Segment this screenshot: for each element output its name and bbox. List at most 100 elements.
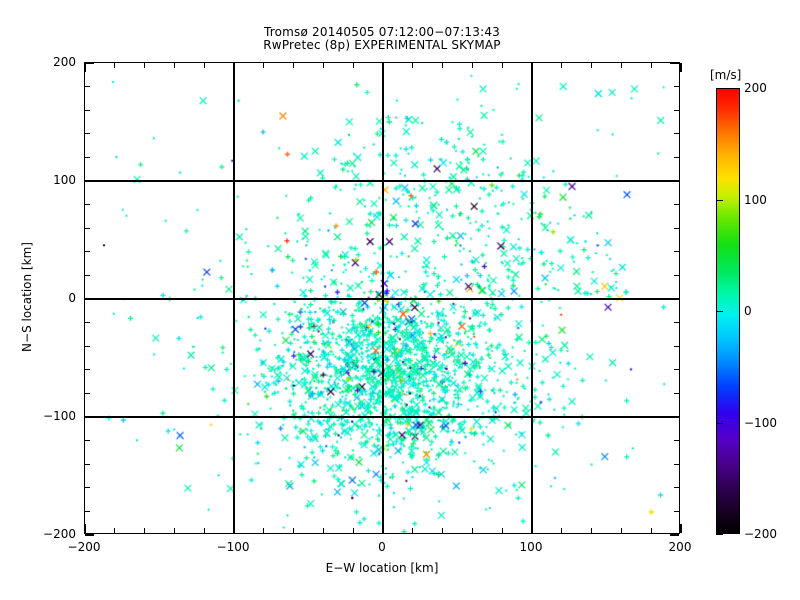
tick-mark-x [143,528,146,533]
tick-mark-x [114,63,116,68]
tick-mark-y [674,463,679,465]
tick-mark-y [85,274,90,277]
tick-mark-y [85,321,90,324]
x-axis-title: E−W location [km] [325,561,439,575]
tick-mark-y [85,180,94,182]
x-tick-label: 0 [378,540,386,554]
tick-mark-y [674,321,679,324]
tick-mark-y [674,345,679,347]
y-axis-title: N−S location [km] [20,242,34,352]
y-tick-label: 200 [53,55,76,69]
tick-mark-x [412,63,414,68]
tick-mark-x [84,63,86,72]
scatter-canvas [85,63,679,533]
x-tick-label: −200 [67,540,101,554]
y-tick-label: −200 [43,527,76,541]
tick-mark-x [114,528,116,533]
tick-mark-y [85,156,90,159]
tick-mark-x [233,63,235,72]
tick-mark-x [322,528,325,533]
colorbar-unit-label: [m/s] [710,68,742,82]
colorbar-tick-mark [716,199,723,201]
tick-mark-y [85,298,94,300]
x-tick-label: 200 [668,540,692,554]
tick-mark-x [382,63,384,72]
tick-mark-x [531,63,533,72]
tick-mark-y [674,274,679,277]
tick-mark-x [620,528,623,533]
tick-mark-x [590,528,593,533]
tick-mark-y [670,416,679,418]
tick-mark-y [674,392,679,395]
y-tick-label: 0 [68,291,76,305]
tick-mark-y [85,439,90,442]
tick-mark-x [352,528,354,533]
tick-mark-y [674,156,679,159]
tick-mark-y [670,180,679,182]
gridline-vertical [233,63,235,533]
tick-mark-x [501,528,503,533]
tick-mark-x [173,528,176,533]
tick-mark-y [85,62,94,64]
tick-mark-y [674,85,679,88]
tick-mark-y [674,369,679,371]
colorbar-tick-label: −200 [744,527,777,541]
plot-area [84,62,682,536]
tick-mark-x [650,528,652,533]
colorbar-tick-mark [716,422,723,424]
tick-mark-y [85,534,94,536]
tick-mark-x [471,528,474,533]
colorbar-tick-mark [716,534,723,536]
tick-mark-y [85,510,90,513]
tick-mark-y [670,62,679,64]
tick-mark-x [203,528,205,533]
tick-mark-x [501,63,503,68]
tick-mark-x [203,63,205,68]
tick-mark-x [531,524,533,533]
colorbar-tick-label: 200 [744,81,767,95]
tick-mark-y [670,298,679,300]
tick-mark-y [85,203,90,206]
tick-mark-y [85,85,90,88]
tick-mark-y [85,109,90,111]
y-tick-label: −100 [43,409,76,423]
tick-mark-x [233,524,235,533]
tick-mark-x [412,528,414,533]
tick-mark-y [85,369,90,371]
tick-mark-y [674,251,679,253]
gridline-vertical [382,63,384,533]
tick-mark-x [352,63,354,68]
tick-mark-x [620,63,623,68]
tick-mark-y [674,439,679,442]
tick-mark-x [590,63,593,68]
colorbar-tick-label: −100 [744,415,777,430]
gridline-vertical [531,63,533,533]
gridline-horizontal [85,180,679,182]
tick-mark-x [441,63,444,68]
tick-mark-y [85,345,90,347]
tick-mark-y [674,133,679,135]
tick-mark-x [143,63,146,68]
title-line-2: RwPretec (8p) EXPERIMENTAL SKYMAP [263,38,501,52]
tick-mark-x [292,63,295,68]
tick-mark-x [292,528,295,533]
colorbar-tick-mark [716,311,723,313]
tick-mark-x [680,63,682,72]
tick-mark-x [84,524,86,533]
tick-mark-x [561,63,563,68]
tick-mark-x [441,528,444,533]
tick-mark-y [674,227,679,229]
tick-mark-y [85,251,90,253]
tick-mark-x [680,524,682,533]
tick-mark-x [471,63,474,68]
tick-mark-y [85,416,94,418]
gridline-horizontal [85,298,679,300]
tick-mark-y [674,109,679,111]
tick-mark-y [674,203,679,206]
tick-mark-x [561,528,563,533]
colorbar-tick-label: 100 [744,192,767,207]
tick-mark-y [85,133,90,135]
tick-mark-x [322,63,325,68]
x-tick-label: −100 [216,540,250,554]
